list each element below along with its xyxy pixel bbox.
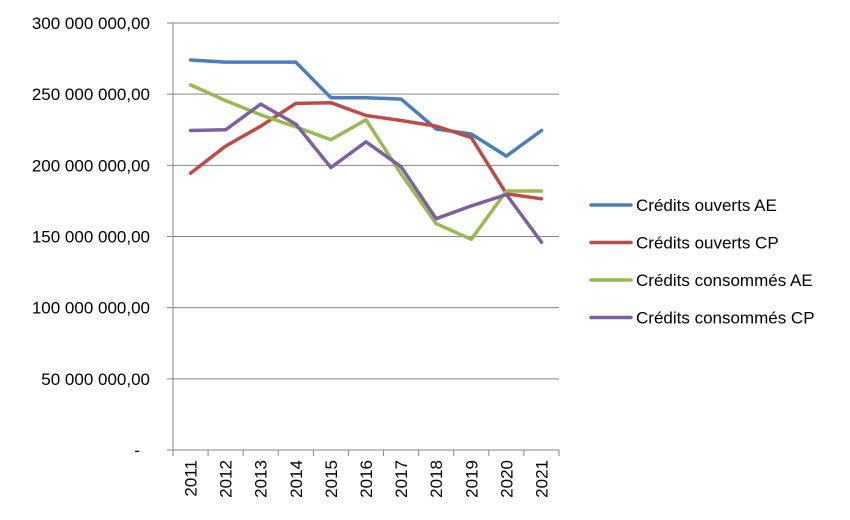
series-line [188,102,544,244]
y-tick-label: 150 000 000,00 [32,228,150,247]
x-tick-label: 2017 [392,460,411,498]
x-tick-label: 2016 [357,460,376,498]
legend: Crédits ouverts AE Crédits ouverts CP Créd… [589,196,815,328]
x-tick-label: 2019 [462,460,481,498]
legend-label: Crédits consommés CP [636,309,815,328]
x-tick-label: 2021 [532,460,551,498]
legend-label: Crédits ouverts CP [636,234,779,253]
y-axis-ticks: - 50 000 000,00 100 000 000,00 150 000 000,… [32,14,173,460]
x-axis-ticks: 2011 2012 2013 2014 2015 2016 2017 2018 2019 2020… [172,450,560,498]
legend-label: Crédits ouverts AE [636,196,777,215]
y-tick-label: - [134,441,140,460]
x-tick-label: 2015 [322,460,341,498]
y-tick-label: 250 000 000,00 [32,85,150,104]
gridlines [173,22,559,380]
x-tick-label: 2012 [217,460,236,498]
x-tick-label: 2018 [427,460,446,498]
series-line [188,83,544,242]
x-tick-label: 2014 [287,460,306,498]
y-tick-label: 50 000 000,00 [41,370,150,389]
x-tick-label: 2011 [182,460,201,497]
legend-label: Crédits consommés AE [636,271,813,290]
series-lines [188,58,544,244]
y-tick-label: 200 000 000,00 [32,156,150,175]
x-tick-label: 2020 [497,460,516,498]
x-tick-label: 2013 [252,460,271,498]
y-tick-label: 300 000 000,00 [32,14,150,33]
y-tick-label: 100 000 000,00 [32,299,150,318]
